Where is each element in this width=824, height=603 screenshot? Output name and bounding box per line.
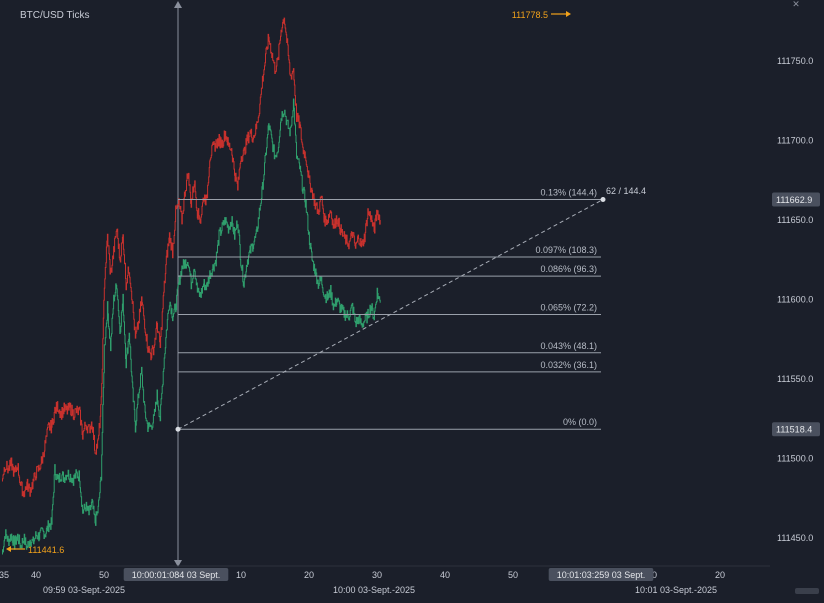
time-axis-tick: 30 xyxy=(372,570,382,580)
time-axis-date-label: 10:01 03-Sept.-2025 xyxy=(635,585,717,595)
anchor-price-badge-box xyxy=(772,422,820,437)
current-price-badge: 111662.9 xyxy=(776,195,812,205)
low-marker-arrow-icon xyxy=(6,546,11,552)
fib-level-label: 0.13% (144.4) xyxy=(540,187,597,197)
crosshair-up-arrow-icon xyxy=(174,1,182,8)
measure-line[interactable] xyxy=(177,199,604,430)
time-axis-tick: 50 xyxy=(99,570,109,580)
anchor-price-badge: 111518.4 xyxy=(776,425,812,435)
current-price-badge-box xyxy=(772,192,820,207)
ask-series-line xyxy=(2,17,381,498)
low-marker-label: 111441.6 xyxy=(28,545,64,555)
high-marker-label: 111778.5 xyxy=(512,10,548,20)
time-axis-tick: 20 xyxy=(304,570,314,580)
time-axis-date-label: 09:59 03-Sept.-2025 xyxy=(43,585,125,595)
fib-level-label: 0.097% (108.3) xyxy=(535,245,597,255)
time-axis-tick: 35 xyxy=(0,570,9,580)
price-axis-tick: 111600.0 xyxy=(777,295,813,305)
time-axis-tick: 50 xyxy=(508,570,518,580)
close-icon[interactable]: ✕ xyxy=(792,0,800,9)
time-axis-tick: 20 xyxy=(715,570,725,580)
fib-level-label: 0.032% (36.1) xyxy=(540,360,597,370)
time-axis-tick: 40 xyxy=(31,570,41,580)
price-axis-tick: 111700.0 xyxy=(777,136,813,146)
price-axis-tick: 111750.0 xyxy=(777,56,813,66)
high-marker-arrow-icon xyxy=(566,11,571,17)
price-axis-tick: 111500.0 xyxy=(777,454,813,464)
price-axis-tick: 111450.0 xyxy=(777,533,813,543)
crosshair-start-time-badge-box xyxy=(123,568,229,581)
fib-level-label: 0.065% (72.2) xyxy=(540,302,597,312)
time-axis-tick: 40 xyxy=(440,570,450,580)
measure-start-handle[interactable] xyxy=(175,426,181,432)
crosshair-start-time-badge: 10:00:01:084 03 Sept. xyxy=(132,570,221,580)
crosshair-down-arrow-icon xyxy=(174,560,182,567)
time-range-indicator[interactable] xyxy=(795,588,819,594)
fib-level-label: 0.043% (48.1) xyxy=(540,341,597,351)
fib-level-label: 0.086% (96.3) xyxy=(540,264,597,274)
price-axis-tick: 111650.0 xyxy=(777,215,813,225)
price-axis-tick: 111550.0 xyxy=(777,374,813,384)
measure-end-handle[interactable] xyxy=(600,196,606,202)
time-axis-date-label: 10:00 03-Sept.-2025 xyxy=(333,585,415,595)
fib-level-label: 0% (0.0) xyxy=(563,417,597,427)
time-axis-tick: 10 xyxy=(236,570,246,580)
crosshair-end-time-badge: 10:01:03:259 03 Sept. xyxy=(557,570,646,580)
chart-title: BTC/USD Ticks xyxy=(20,10,90,21)
measure-label: 62 / 144.4 xyxy=(606,186,646,196)
bid-series-line xyxy=(2,98,381,555)
crosshair-end-time-badge-box xyxy=(548,568,654,581)
